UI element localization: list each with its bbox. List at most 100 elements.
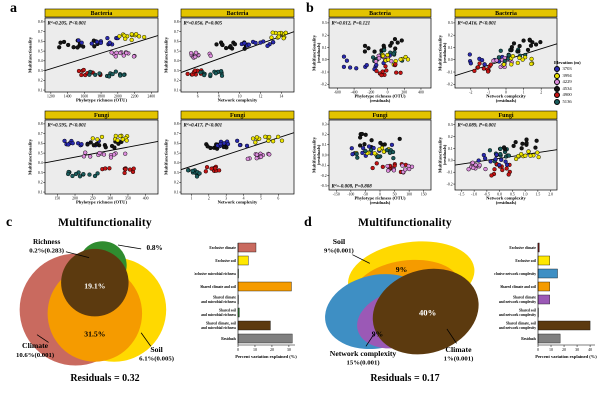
svg-text:0.5: 0.5	[38, 151, 43, 155]
svg-text:2400: 2400	[148, 94, 156, 98]
svg-text:400: 400	[143, 196, 149, 200]
panel-label-c: c	[6, 215, 13, 230]
svg-text:1.5: 1.5	[536, 192, 541, 196]
svg-text:Network complexity: Network complexity	[218, 200, 258, 205]
svg-text:R²=0.416, P<0.001: R²=0.416, P<0.001	[458, 20, 497, 26]
scatter-bacteria-richness: Bacteria 0.1 0.2 0.3 0.4 0.5 0.6 0.7 0.8 1200 1400…	[28, 8, 162, 108]
svg-text:8: 8	[218, 94, 220, 98]
svg-text:0.6: 0.6	[38, 40, 43, 44]
venn-title-c: Multifunctionality	[58, 217, 152, 229]
scatter-fungi-richness: Fungi 0.1 0.2 0.3 0.4 0.5 0.6 0.7 0.8 150 200 250 30…	[28, 110, 162, 210]
svg-text:3: 3	[225, 196, 227, 200]
svg-text:Fungi: Fungi	[498, 113, 513, 119]
svg-text:R²=0.012, P=0.121: R²=0.012, P=0.121	[332, 20, 371, 26]
svg-text:0.1: 0.1	[322, 143, 327, 147]
svg-text:-50: -50	[363, 192, 368, 196]
svg-text:-0.1: -0.1	[447, 70, 453, 74]
svg-text:and microbial richness: and microbial richness	[201, 326, 236, 330]
svg-text:Percent variation explained (%: Percent variation explained (%)	[235, 354, 297, 359]
svg-text:20: 20	[270, 347, 274, 352]
svg-text:Fungi: Fungi	[230, 113, 245, 119]
svg-text:Exclusive network complexity: Exclusive network complexity	[494, 272, 536, 276]
svg-text:0.2: 0.2	[448, 33, 453, 37]
panel-d: d Multifunctionality 9% 40% 9% Soil 9%(0.001…	[300, 215, 600, 400]
svg-text:0.1: 0.1	[38, 190, 43, 194]
svg-text:0.4: 0.4	[174, 161, 179, 165]
svg-text:and microbial richness: and microbial richness	[201, 300, 236, 304]
svg-text:0.1: 0.1	[322, 46, 327, 50]
svg-text:1800: 1800	[97, 94, 105, 98]
svg-text:Fungi: Fungi	[372, 113, 387, 119]
residuals-label-c: Residuals = 0.32	[70, 373, 140, 384]
svg-text:Bacteria: Bacteria	[369, 11, 391, 17]
scatter-svg: Fungi 0.1 0.2 0.3 0.4 0.5 0.6 0.7 0.8 150 200 250 30…	[28, 110, 159, 205]
legend-dot-icon	[554, 92, 560, 99]
svg-text:0.1: 0.1	[174, 190, 179, 194]
svg-text:Phylotype richness (OTU): Phylotype richness (OTU)	[76, 98, 128, 103]
svg-text:0.1: 0.1	[174, 88, 179, 92]
svg-text:R²=-0.008, P=0.808: R²=-0.008, P=0.808	[332, 184, 373, 190]
svg-text:and network complexity: and network complexity	[499, 300, 536, 304]
svg-text:Phylotype richness (OTU): Phylotype richness (OTU)	[354, 94, 406, 99]
svg-text:Multifunctionality: Multifunctionality	[28, 138, 33, 175]
svg-text:(residuals): (residuals)	[370, 98, 391, 103]
scatter-fungi-network: Fungi 0.1 0.2 0.3 0.4 0.5 0.6 0.7 0.8 1 2 3 4 5 6 Netwo…	[164, 110, 298, 210]
svg-text:Percent variation explained (%: Percent variation explained (%)	[535, 354, 597, 359]
svg-text:Exclusive microbial richness: Exclusive microbial richness	[194, 272, 237, 276]
svg-text:40%: 40%	[419, 307, 436, 317]
svg-text:Multifunctionality: Multifunctionality	[438, 136, 443, 173]
venn-diagram-d: 9% 40% 9% Soil 9%(0.001) Network complexity 15…	[310, 231, 498, 369]
svg-text:0.8: 0.8	[38, 122, 43, 126]
svg-text:0.0: 0.0	[448, 58, 453, 62]
legend-entry-label: 5136	[562, 98, 572, 104]
svg-text:R²=0.595, P<0.001: R²=0.595, P<0.001	[48, 122, 87, 128]
svg-text:Bacteria: Bacteria	[495, 11, 517, 17]
svg-text:(residuals): (residuals)	[442, 42, 447, 63]
svg-text:Network complexity: Network complexity	[330, 349, 397, 358]
scatter-svg: Fungi 0.1 0.2 0.3 0.4 0.5 0.6 0.7 0.8 1 2 3 4 5 6 Netwo…	[164, 110, 295, 205]
svg-text:Bacteria: Bacteria	[91, 11, 113, 17]
svg-text:0.6: 0.6	[174, 142, 179, 146]
svg-text:R²=0.417, P<0.001: R²=0.417, P<0.001	[184, 122, 223, 128]
svg-text:4: 4	[243, 196, 245, 200]
legend-entry-label: 3994	[562, 72, 572, 78]
panel-label-d: d	[304, 215, 312, 230]
venn-svg: 9% 40% 9% Soil 9%(0.001) Network complexity 15…	[324, 237, 479, 367]
svg-text:Exclusive climate: Exclusive climate	[209, 246, 236, 250]
svg-text:-0.2: -0.2	[447, 182, 453, 186]
svg-text:12: 12	[259, 94, 263, 98]
svg-text:0.3: 0.3	[322, 21, 327, 25]
svg-text:Shared climate, soil: Shared climate, soil	[506, 322, 536, 326]
scatter-bacteria-richness-residuals: Bacteria -0.2 -0.1 0.0 0.1 0.2 0.3 -600 -400 -200…	[312, 8, 434, 108]
svg-text:R²=0.089, P=0.001: R²=0.089, P=0.001	[458, 122, 497, 128]
svg-text:0: 0	[537, 347, 539, 352]
svg-text:0.5: 0.5	[174, 151, 179, 155]
svg-text:Richness: Richness	[33, 238, 60, 246]
svg-text:0: 0	[237, 347, 239, 352]
svg-text:-400: -400	[351, 90, 358, 94]
svg-text:R²=0.056, P=0.005: R²=0.056, P=0.005	[184, 20, 223, 26]
svg-text:150: 150	[421, 192, 427, 196]
panel-c: c Multifunctionality 19.1% 31.5% Richness 0…	[0, 215, 300, 400]
svg-text:14: 14	[280, 94, 284, 98]
svg-text:0.0: 0.0	[322, 58, 327, 62]
svg-text:(residuals): (residuals)	[442, 144, 447, 165]
svg-text:0.6: 0.6	[174, 40, 179, 44]
legend-entry-label: 4534	[562, 85, 572, 91]
legend-entry: 3703	[554, 66, 598, 73]
svg-text:Soil: Soil	[150, 345, 163, 354]
svg-text:6.1%(0.005): 6.1%(0.005)	[139, 356, 174, 363]
svg-text:0.7: 0.7	[38, 30, 43, 34]
svg-text:(residuals): (residuals)	[496, 200, 517, 205]
svg-text:10.6%(0.001): 10.6%(0.001)	[16, 352, 54, 359]
svg-text:Exclusive climate: Exclusive climate	[509, 246, 536, 250]
svg-text:Network complexity: Network complexity	[218, 98, 258, 103]
scatter-svg: Bacteria -0.2 -0.1 0.0 0.1 0.2 0.3 -2 -1 0 1 2 Netwo…	[438, 8, 558, 103]
svg-text:-0.2: -0.2	[321, 83, 327, 87]
svg-text:0.2: 0.2	[174, 181, 179, 185]
svg-text:0.0: 0.0	[497, 192, 502, 196]
svg-text:10: 10	[253, 347, 257, 352]
svg-text:30: 30	[287, 347, 291, 352]
svg-text:0: 0	[505, 90, 507, 94]
svg-text:0.8: 0.8	[38, 20, 43, 24]
